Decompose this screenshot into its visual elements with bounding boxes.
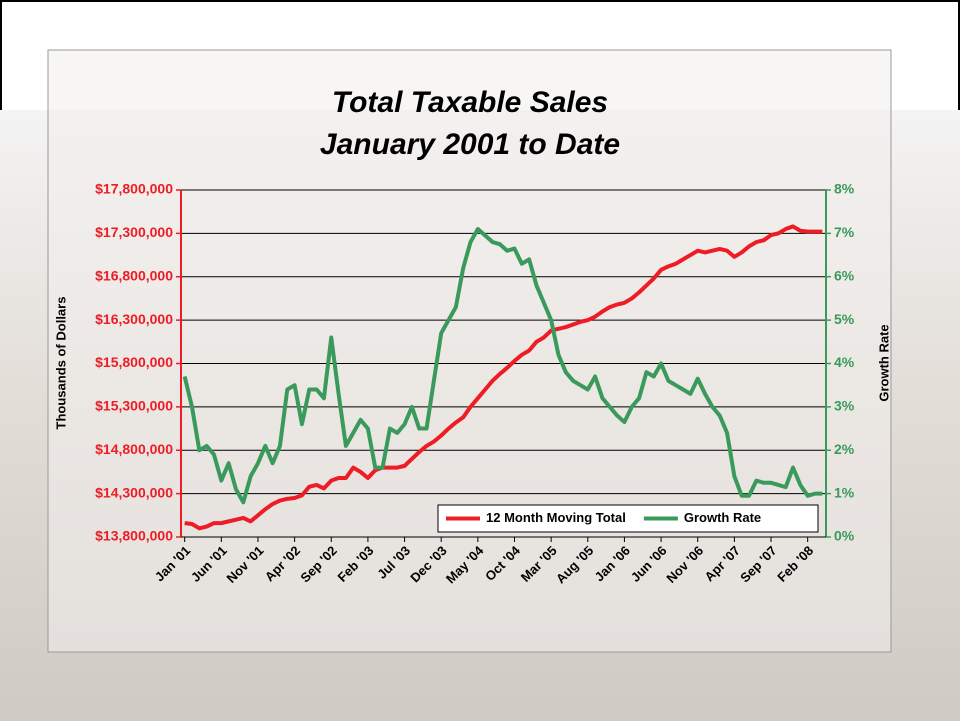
series-line [184,224,823,531]
y-tick-label: $16,800,000 [95,267,173,283]
series-line [182,227,823,505]
chart-area [47,49,892,653]
y2-tick-label: 5% [834,311,855,327]
y2-tick-label: 4% [834,354,855,370]
legend-box [437,504,819,533]
y2-tick-label: 0% [834,528,855,544]
y-tick-label: $14,800,000 [95,441,173,457]
legend-label: Growth Rate [684,510,761,525]
y2-tick-label: 8% [834,181,855,197]
y2-axis-title: Growth Rate [876,324,891,401]
y2-tick-label: 2% [834,441,855,457]
y-axis-title: Thousands of Dollars [53,297,68,430]
y-tick-label: $17,800,000 [95,181,173,197]
y-tick-label: $17,300,000 [95,224,173,240]
y-tick-label: $16,300,000 [95,311,173,327]
y2-tick-label: 3% [834,398,855,414]
y2-tick-label: 7% [834,224,855,240]
y-tick-label: $13,800,000 [95,528,173,544]
y2-tick-label: 1% [834,484,855,500]
legend-label: 12 Month Moving Total [486,510,626,525]
chart-title: Total Taxable Sales [332,86,608,119]
y-tick-label: $15,300,000 [95,398,173,414]
y-tick-label: $15,800,000 [95,354,173,370]
y-tick-label: $14,300,000 [95,484,173,500]
y2-tick-label: 6% [834,267,855,283]
chart-subtitle: January 2001 to Date [320,128,620,161]
